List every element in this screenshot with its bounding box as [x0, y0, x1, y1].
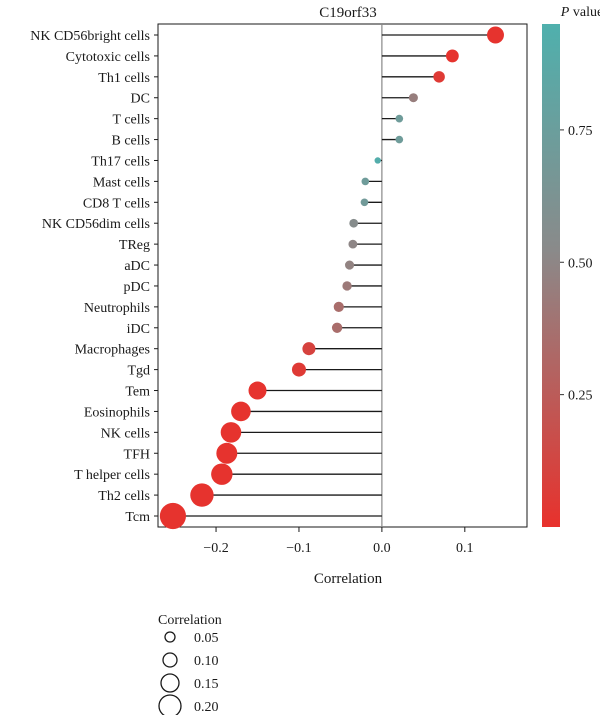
- category-label: Eosinophils: [84, 405, 150, 420]
- point: [395, 135, 404, 144]
- size-legend-label: 0.05: [194, 631, 219, 646]
- category-label: Cytotoxic cells: [66, 50, 150, 65]
- point: [433, 71, 445, 83]
- point: [333, 301, 344, 312]
- point: [408, 93, 418, 103]
- size-legend-circle: [158, 694, 182, 715]
- category-label: Macrophages: [75, 343, 150, 358]
- colorbar-tick-label: 0.25: [568, 389, 593, 404]
- x-tick-label: −0.2: [203, 541, 228, 556]
- point: [361, 177, 370, 186]
- p-value-colorbar: P value 0.25 0.50 0.75: [542, 5, 600, 527]
- colorbar-title: P value: [560, 5, 600, 20]
- point: [291, 362, 306, 377]
- colorbar-title-italic: P: [560, 5, 570, 20]
- point: [190, 483, 214, 507]
- colorbar-gradient: [542, 24, 560, 527]
- point: [360, 198, 369, 207]
- category-label: CD8 T cells: [83, 196, 150, 211]
- point: [342, 281, 352, 291]
- size-legend-title: Correlation: [158, 613, 222, 628]
- size-legend-circle: [164, 631, 176, 643]
- point: [344, 260, 355, 270]
- point: [348, 239, 358, 249]
- colorbar-title-rest: value: [569, 5, 600, 20]
- point: [349, 218, 359, 228]
- size-legend-label: 0.10: [194, 654, 219, 669]
- colorbar-tick-label: 0.50: [568, 256, 593, 271]
- category-label: Tem: [125, 385, 150, 400]
- point: [445, 49, 459, 63]
- point: [331, 322, 343, 333]
- colorbar-tick-label: 0.75: [568, 124, 593, 139]
- category-labels: NK CD56bright cells Cytotoxic cells Th1 ce…: [30, 29, 158, 525]
- category-label: iDC: [127, 322, 150, 337]
- plot-area: [157, 23, 528, 530]
- plot-frame: [157, 23, 528, 528]
- category-label: aDC: [124, 259, 150, 274]
- category-label: pDC: [124, 280, 150, 295]
- point: [374, 157, 381, 164]
- point: [395, 114, 404, 123]
- x-axis: −0.2 −0.1 0.0 0.1: [203, 527, 474, 556]
- category-label: Mast cells: [93, 175, 150, 190]
- size-legend: Correlation 0.05 0.10 0.15 0.20: [158, 613, 222, 715]
- x-tick-label: 0.0: [373, 541, 391, 556]
- category-label: Th1 cells: [98, 71, 150, 86]
- point: [211, 463, 233, 485]
- category-label: TFH: [124, 447, 150, 462]
- point: [248, 381, 267, 400]
- point: [487, 26, 504, 44]
- size-legend-circle: [160, 673, 180, 693]
- point: [302, 342, 316, 356]
- chart-title: C19orf33: [319, 5, 377, 21]
- x-tick-label: 0.1: [456, 541, 474, 556]
- size-legend-circle: [162, 652, 178, 668]
- category-label: NK cells: [101, 426, 150, 441]
- category-label: B cells: [112, 134, 151, 149]
- x-tick-label: −0.1: [286, 541, 311, 556]
- x-axis-title: Correlation: [314, 571, 383, 587]
- category-label: Tcm: [125, 510, 150, 525]
- point: [231, 401, 251, 422]
- category-label: Tgd: [127, 364, 150, 379]
- size-legend-label: 0.20: [194, 700, 219, 715]
- size-legend-label: 0.15: [194, 677, 219, 692]
- point: [159, 502, 187, 530]
- category-label: NK CD56dim cells: [42, 217, 150, 232]
- category-label: Neutrophils: [84, 301, 150, 316]
- point: [216, 442, 238, 464]
- category-label: T helper cells: [74, 468, 150, 483]
- category-label: TReg: [119, 238, 150, 253]
- category-label: DC: [131, 92, 150, 107]
- category-label: Th2 cells: [98, 489, 150, 504]
- category-label: NK CD56bright cells: [30, 29, 150, 44]
- category-label: T cells: [113, 113, 150, 128]
- category-label: Th17 cells: [91, 154, 150, 169]
- point: [220, 422, 242, 443]
